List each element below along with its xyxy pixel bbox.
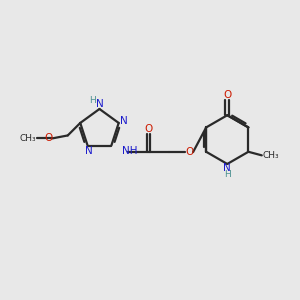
Text: N: N (224, 164, 231, 173)
Text: O: O (185, 147, 193, 157)
Text: N: N (120, 116, 127, 127)
Text: N: N (96, 99, 103, 109)
Text: CH₃: CH₃ (263, 151, 280, 160)
Text: O: O (144, 124, 153, 134)
Text: O: O (44, 134, 52, 143)
Text: H: H (90, 96, 96, 105)
Text: H: H (224, 170, 231, 179)
Text: N: N (85, 146, 93, 156)
Text: NH: NH (122, 146, 137, 156)
Text: CH₃: CH₃ (19, 134, 36, 143)
Text: O: O (223, 90, 231, 100)
